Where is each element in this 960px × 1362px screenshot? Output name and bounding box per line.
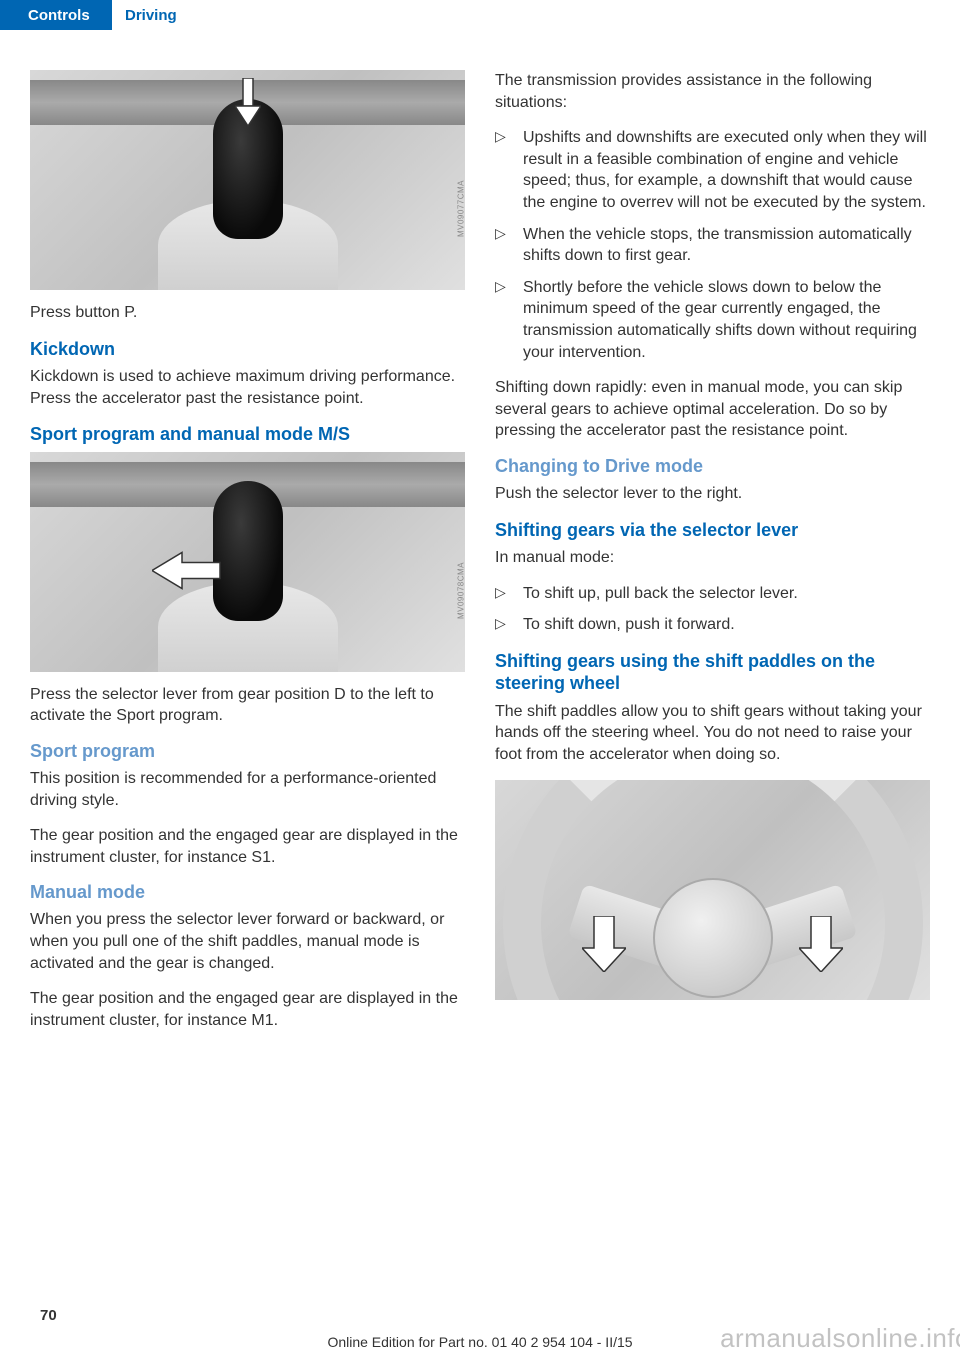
page-body: MV09077CMA Press button P. Kickdown Kick… (0, 30, 960, 1045)
sport-program-p2: The gear position and the engaged gear a… (30, 825, 465, 868)
list-item: ▷ Shortly before the vehicle slows down … (495, 277, 930, 363)
figure-caption: Press button P. (30, 302, 465, 324)
figure-shifter-p-button: MV09077CMA (30, 70, 465, 290)
heading-sport-manual: Sport program and manual mode M/S (30, 423, 465, 446)
list-item: ▷ To shift down, push it forward. (495, 614, 930, 636)
header-chapter-tab: Controls (0, 0, 112, 30)
paddle-arrow-right-icon (799, 916, 843, 977)
header-section: Driving (125, 7, 177, 24)
transmission-intro: The transmission provides assistance in … (495, 70, 930, 113)
figure-steering-wheel (495, 780, 930, 1000)
shifting-lever-intro: In manual mode: (495, 547, 930, 569)
shifting-lever-list: ▷ To shift up, pull back the selector le… (495, 583, 930, 636)
page-number: 70 (40, 1307, 57, 1324)
list-item: ▷ To shift up, pull back the selector le… (495, 583, 930, 605)
manual-mode-p2: The gear position and the engaged gear a… (30, 988, 465, 1031)
bullet-icon: ▷ (495, 614, 523, 636)
changing-drive-text: Push the selector lever to the right. (495, 483, 930, 505)
paddle-arrow-left-icon (582, 916, 626, 977)
bullet-text: To shift down, push it forward. (523, 614, 930, 636)
bullet-text: When the vehicle stops, the transmission… (523, 224, 930, 267)
bullet-icon: ▷ (495, 277, 523, 363)
arrow-left-icon (152, 550, 222, 595)
figure-shifter-sport: MV09078CMA (30, 452, 465, 672)
sport-manual-caption: Press the selector lever from gear posit… (30, 684, 465, 727)
heading-sport-program: Sport program (30, 741, 465, 762)
rapid-shift-text: Shifting down rapidly: even in manual mo… (495, 377, 930, 442)
bullet-text: To shift up, pull back the selector leve… (523, 583, 930, 605)
figure-ref-label: MV09077CMA (457, 180, 466, 237)
figure-ref-label-2: MV09078CMA (457, 562, 466, 619)
assistance-list: ▷ Upshifts and downshifts are executed o… (495, 127, 930, 363)
arrow-down-icon (235, 78, 261, 133)
header-chapter: Controls (28, 7, 90, 24)
shift-paddles-text: The shift paddles allow you to shift gea… (495, 701, 930, 766)
manual-mode-p1: When you press the selector lever forwar… (30, 909, 465, 974)
list-item: ▷ Upshifts and downshifts are executed o… (495, 127, 930, 213)
page-header: Controls Driving (0, 0, 960, 30)
bullet-text: Upshifts and downshifts are executed onl… (523, 127, 930, 213)
bullet-icon: ▷ (495, 127, 523, 213)
heading-manual-mode: Manual mode (30, 882, 465, 903)
bullet-icon: ▷ (495, 583, 523, 605)
watermark: armanualsonline.info (720, 1323, 960, 1354)
heading-changing-drive: Changing to Drive mode (495, 456, 930, 477)
heading-shifting-lever: Shifting gears via the selector lever (495, 519, 930, 542)
left-column: MV09077CMA Press button P. Kickdown Kick… (30, 70, 465, 1045)
list-item: ▷ When the vehicle stops, the transmissi… (495, 224, 930, 267)
right-column: The transmission provides assistance in … (495, 70, 930, 1045)
sport-program-p1: This position is recommended for a perfo… (30, 768, 465, 811)
header-section-wrap: Driving (125, 0, 177, 30)
heading-shift-paddles: Shifting gears using the shift paddles o… (495, 650, 930, 695)
bullet-text: Shortly before the vehicle slows down to… (523, 277, 930, 363)
bullet-icon: ▷ (495, 224, 523, 267)
heading-kickdown: Kickdown (30, 338, 465, 361)
kickdown-text: Kickdown is used to achieve maximum driv… (30, 366, 465, 409)
